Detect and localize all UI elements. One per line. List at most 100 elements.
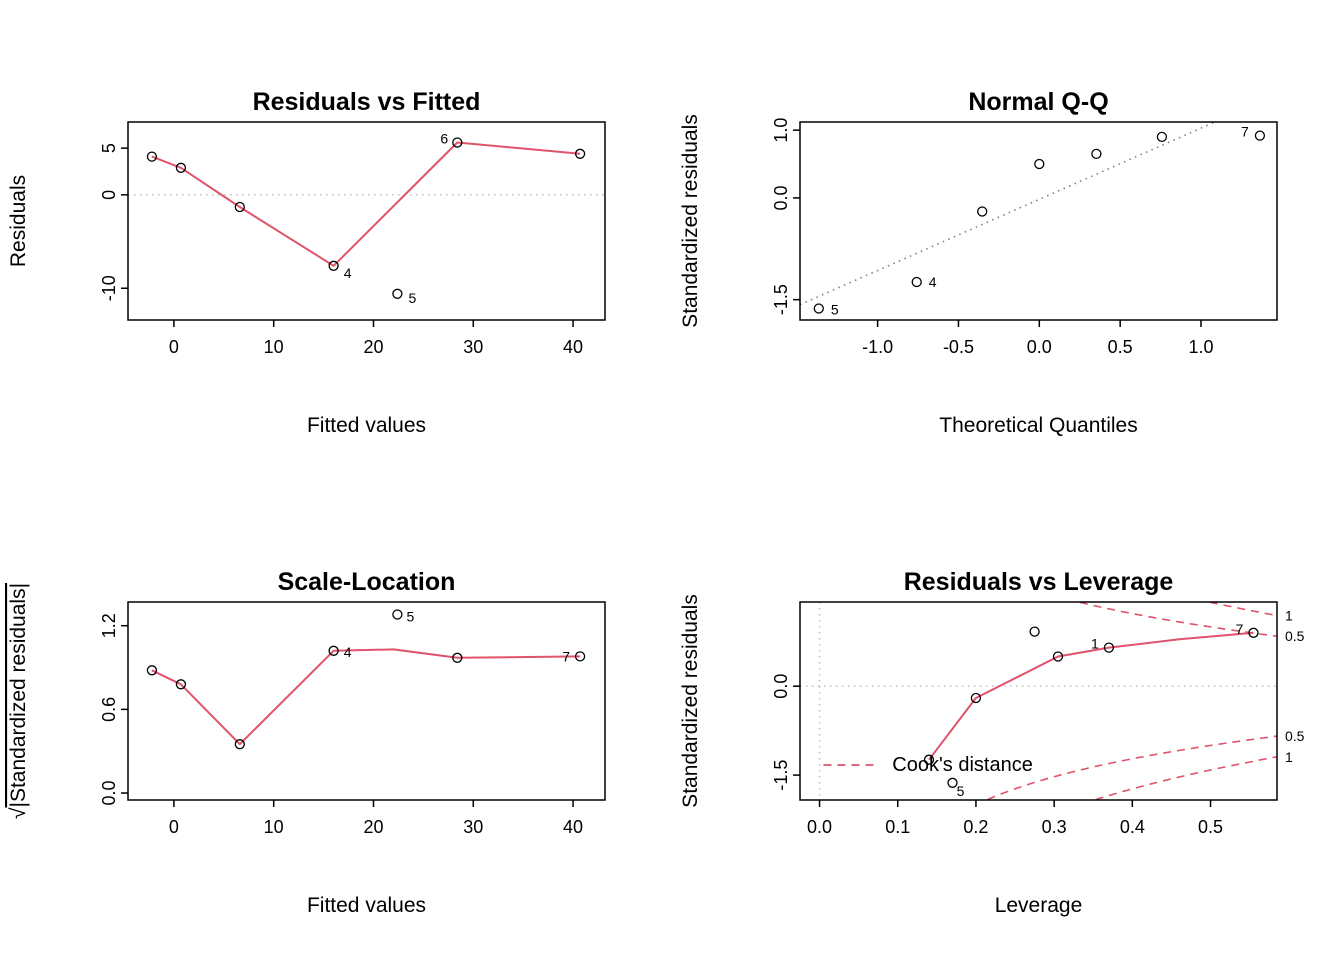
x-tick-label: 20 (363, 337, 383, 357)
x-axis-title: Fitted values (307, 894, 426, 917)
data-point (452, 652, 463, 663)
data-point (175, 679, 187, 690)
y-tick-label: 0 (99, 190, 119, 200)
panel-normal-qq: 5 4 7 -1.0 -0.5 0.0 0.5 1.0 1.0 0.0 -1.5 Normal Q-Q… (672, 0, 1344, 480)
panel-title: Residuals vs Leverage (904, 568, 1174, 596)
point-observation-label: 1 (1091, 636, 1099, 652)
point-observation-label: 6 (440, 131, 448, 147)
data-point (146, 151, 158, 162)
panel-residuals-vs-fitted: 4 5 6 0 10 20 30 40 5 0 -10 Residuals vs Fitted Fitt… (0, 0, 672, 480)
point-observation-label: 7 (1241, 124, 1249, 140)
data-point (234, 201, 245, 213)
data-point (947, 777, 958, 788)
y-tick-label: -1.5 (771, 284, 791, 315)
x-tick-label: 30 (463, 817, 483, 837)
cooks-contour-label: 1 (1285, 749, 1293, 765)
plot-box (799, 121, 1278, 321)
data-point (574, 651, 586, 662)
panel-scale-location: 4 5 7 0 10 20 30 40 0.0 0.6 1.2 Scale-Location Fitte… (0, 480, 672, 960)
y-axis-title: Residuals (7, 175, 30, 267)
legend-label: Cook's distance (892, 754, 1033, 776)
y-tick-label: 1.2 (99, 613, 119, 638)
x-axis-title: Theoretical Quantiles (939, 414, 1137, 437)
x-axis-title: Leverage (995, 894, 1083, 917)
cooks-distance-contour (1079, 601, 1278, 637)
plot-box (799, 601, 1278, 801)
data-point (452, 137, 463, 148)
y-axis-title: Standardized residuals (679, 594, 702, 808)
smooth-line (151, 648, 581, 746)
x-tick-label: 0 (169, 817, 179, 837)
y-tick-label: -10 (99, 275, 119, 301)
cooks-contour-label: 0.5 (1285, 628, 1305, 644)
data-point (234, 739, 245, 750)
x-tick-label: 0.5 (1198, 817, 1223, 837)
point-observation-label: 5 (957, 783, 965, 799)
point-observation-label: 4 (344, 644, 352, 660)
data-point (175, 162, 187, 173)
scale-location-svg: 4 5 7 0 10 20 30 40 0.0 0.6 1.2 Scale-Location Fitte… (7, 568, 606, 917)
data-point (1254, 130, 1266, 141)
x-tick-label: 0.1 (885, 817, 910, 837)
x-tick-label: 20 (363, 817, 383, 837)
residuals-vs-leverage-svg: 0.5 0.5 1 1 5 1 7 Cook's distance 0.0 0.1 0.2 0.3 0.… (679, 568, 1305, 917)
cooks-distance-contour (1095, 756, 1278, 801)
x-tick-label: -1.0 (862, 337, 893, 357)
data-point (574, 148, 586, 159)
x-tick-label: 0.3 (1042, 817, 1067, 837)
x-tick-label: 1.0 (1188, 337, 1213, 357)
x-tick-label: 0.0 (807, 817, 832, 837)
x-tick-label: 0.2 (963, 817, 988, 837)
y-tick-label: -1.5 (771, 760, 791, 791)
x-tick-label: 10 (264, 337, 284, 357)
x-tick-label: 40 (563, 817, 583, 837)
data-point (970, 692, 982, 704)
x-tick-label: -0.5 (943, 337, 974, 357)
y-tick-label: 0.0 (771, 674, 791, 699)
data-point (911, 276, 922, 288)
y-tick-label: 0.6 (99, 697, 119, 722)
y-axis-title: √|Standardized residuals| (7, 583, 30, 819)
data-point (392, 609, 403, 620)
smooth-line (151, 141, 581, 267)
point-observation-label: 7 (562, 648, 570, 664)
panel-residuals-vs-leverage: 0.5 0.5 1 1 5 1 7 Cook's distance 0.0 0.1 0.2 0.3 0.… (672, 480, 1344, 960)
x-tick-label: 10 (264, 817, 284, 837)
data-point (1091, 148, 1102, 160)
point-observation-label: 7 (1236, 621, 1244, 637)
y-axis-title: Standardized residuals (679, 114, 702, 328)
data-point (1034, 158, 1045, 170)
x-tick-label: 0.0 (1027, 337, 1052, 357)
point-observation-label: 5 (409, 290, 417, 306)
qq-theoretical-line (799, 121, 1216, 306)
data-point (1103, 642, 1115, 653)
normal-qq-svg: 5 4 7 -1.0 -0.5 0.0 0.5 1.0 1.0 0.0 -1.5 Normal Q-Q… (679, 88, 1278, 437)
plot-box (127, 121, 606, 321)
data-point (1029, 626, 1040, 637)
y-tick-label: 1.0 (771, 118, 791, 143)
smooth-line (928, 631, 1254, 761)
data-point (1156, 131, 1168, 143)
data-point (977, 206, 988, 217)
y-tick-label: 0.0 (99, 781, 119, 806)
data-point (392, 288, 403, 299)
data-point (813, 303, 824, 314)
data-point (328, 260, 339, 271)
point-observation-label: 4 (929, 274, 937, 290)
panel-title: Scale-Location (278, 568, 456, 596)
data-point (1052, 651, 1064, 662)
x-tick-label: 0 (169, 337, 179, 357)
panel-title: Normal Q-Q (968, 88, 1108, 116)
data-point (146, 665, 158, 676)
x-tick-label: 0.4 (1120, 817, 1145, 837)
x-tick-label: 30 (463, 337, 483, 357)
cooks-contour-label: 0.5 (1285, 728, 1305, 744)
point-observation-label: 5 (831, 302, 839, 318)
x-tick-label: 40 (563, 337, 583, 357)
point-observation-label: 5 (407, 609, 415, 625)
cooks-distance-contour (1209, 601, 1278, 617)
point-observation-label: 4 (344, 265, 352, 281)
y-tick-label: 5 (99, 143, 119, 153)
